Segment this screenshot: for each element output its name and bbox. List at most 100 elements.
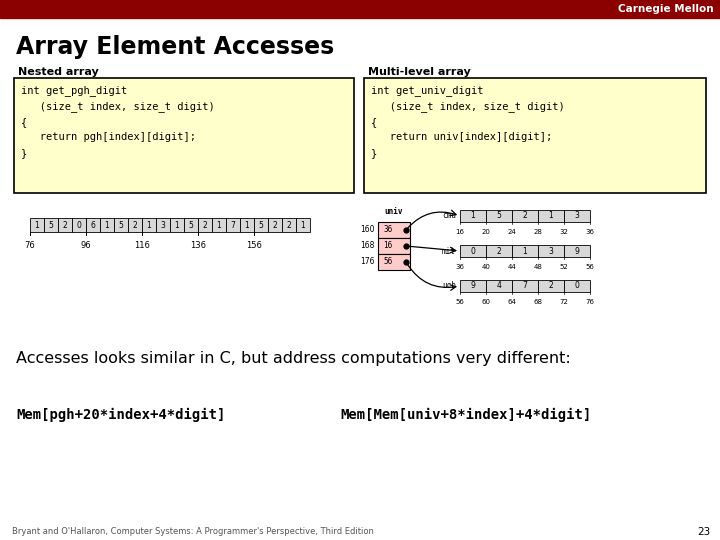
- Bar: [0, 0, 720, 18]
- Text: 168: 168: [361, 241, 375, 251]
- Bar: [30, 218, 44, 232]
- Text: 0: 0: [76, 220, 81, 230]
- Text: 2: 2: [287, 220, 292, 230]
- Text: 96: 96: [81, 241, 91, 250]
- Text: 16: 16: [456, 229, 464, 235]
- Bar: [100, 218, 114, 232]
- Text: 2: 2: [273, 220, 277, 230]
- Text: 60: 60: [482, 299, 490, 305]
- Text: int get_univ_digit
   (size_t index, size_t digit)
{
   return univ[index][digit: int get_univ_digit (size_t index, size_t…: [371, 85, 564, 158]
- Text: 2: 2: [202, 220, 207, 230]
- Text: 76: 76: [24, 241, 35, 250]
- Text: Bryant and O'Hallaron, Computer Systems: A Programmer's Perspective, Third Editi: Bryant and O'Hallaron, Computer Systems:…: [12, 528, 374, 537]
- Bar: [170, 218, 184, 232]
- Bar: [378, 222, 410, 238]
- Text: 2: 2: [63, 220, 68, 230]
- Text: 2: 2: [549, 281, 554, 291]
- Bar: [142, 218, 156, 232]
- Bar: [114, 218, 128, 232]
- Text: 3: 3: [549, 246, 554, 255]
- Text: 1: 1: [245, 220, 249, 230]
- Text: 6: 6: [91, 220, 96, 230]
- Bar: [226, 218, 240, 232]
- Bar: [460, 245, 486, 257]
- Text: 36: 36: [456, 264, 464, 270]
- Bar: [538, 280, 564, 292]
- Text: 23: 23: [697, 527, 710, 537]
- Text: 1: 1: [549, 212, 554, 220]
- Bar: [538, 245, 564, 257]
- Text: 1: 1: [147, 220, 151, 230]
- Text: ucb: ucb: [442, 281, 456, 291]
- Text: 3: 3: [161, 220, 166, 230]
- Text: 36: 36: [585, 229, 595, 235]
- Text: 56: 56: [383, 258, 392, 267]
- Text: 5: 5: [258, 220, 264, 230]
- Bar: [184, 218, 198, 232]
- Text: 76: 76: [585, 299, 595, 305]
- Text: 5: 5: [119, 220, 123, 230]
- Text: 2: 2: [497, 246, 501, 255]
- Bar: [86, 218, 100, 232]
- Text: 136: 136: [190, 241, 206, 250]
- Text: 48: 48: [534, 264, 542, 270]
- Text: 44: 44: [508, 264, 516, 270]
- Text: 2: 2: [523, 212, 527, 220]
- Text: 5: 5: [497, 212, 501, 220]
- Text: 1: 1: [523, 246, 527, 255]
- Bar: [364, 78, 706, 193]
- Text: 28: 28: [534, 229, 542, 235]
- Bar: [128, 218, 142, 232]
- Text: 9: 9: [575, 246, 580, 255]
- Bar: [486, 280, 512, 292]
- Text: 1: 1: [301, 220, 305, 230]
- Text: 0: 0: [471, 246, 475, 255]
- Text: 4: 4: [497, 281, 501, 291]
- Text: Array Element Accesses: Array Element Accesses: [16, 35, 334, 59]
- Text: int get_pgh_digit
   (size_t index, size_t digit)
{
   return pgh[index][digit];: int get_pgh_digit (size_t index, size_t …: [21, 85, 215, 158]
- Bar: [282, 218, 296, 232]
- Text: 1: 1: [35, 220, 40, 230]
- Bar: [538, 210, 564, 222]
- Bar: [198, 218, 212, 232]
- Text: 56: 56: [456, 299, 464, 305]
- Text: 176: 176: [361, 258, 375, 267]
- Bar: [564, 280, 590, 292]
- Bar: [512, 210, 538, 222]
- Bar: [564, 245, 590, 257]
- Text: 156: 156: [246, 241, 262, 250]
- Text: 40: 40: [482, 264, 490, 270]
- Bar: [296, 218, 310, 232]
- Bar: [254, 218, 268, 232]
- Bar: [460, 280, 486, 292]
- Text: 7: 7: [523, 281, 528, 291]
- Text: Accesses looks similar in C, but address computations very different:: Accesses looks similar in C, but address…: [16, 350, 571, 366]
- Text: 56: 56: [585, 264, 595, 270]
- Text: 32: 32: [559, 229, 568, 235]
- Bar: [512, 245, 538, 257]
- Text: Multi-level array: Multi-level array: [368, 67, 471, 77]
- Text: 116: 116: [134, 241, 150, 250]
- Text: 2: 2: [132, 220, 138, 230]
- Bar: [156, 218, 170, 232]
- Bar: [486, 210, 512, 222]
- Text: Carnegie Mellon: Carnegie Mellon: [618, 4, 714, 14]
- Text: mit: mit: [442, 246, 456, 255]
- Text: 3: 3: [575, 212, 580, 220]
- Text: 5: 5: [48, 220, 53, 230]
- Text: 1: 1: [217, 220, 221, 230]
- Text: 72: 72: [559, 299, 568, 305]
- Text: 68: 68: [534, 299, 542, 305]
- Bar: [72, 218, 86, 232]
- Bar: [486, 245, 512, 257]
- Bar: [212, 218, 226, 232]
- Text: univ: univ: [384, 207, 403, 216]
- Text: 64: 64: [508, 299, 516, 305]
- Text: 36: 36: [383, 226, 392, 234]
- Bar: [460, 210, 486, 222]
- Text: Nested array: Nested array: [18, 67, 99, 77]
- Bar: [268, 218, 282, 232]
- Text: Mem[Mem[univ+8*index]+4*digit]: Mem[Mem[univ+8*index]+4*digit]: [340, 408, 591, 422]
- Text: 1: 1: [471, 212, 475, 220]
- Text: 7: 7: [230, 220, 235, 230]
